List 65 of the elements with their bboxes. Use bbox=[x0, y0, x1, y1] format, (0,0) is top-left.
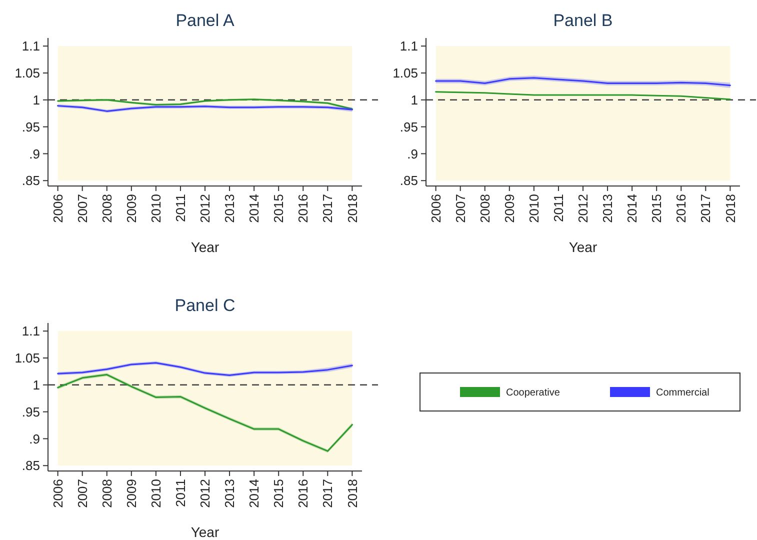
x-tick-label: 2007 bbox=[74, 479, 90, 508]
y-tick-label: .85 bbox=[22, 173, 40, 188]
x-tick-label: 2007 bbox=[452, 194, 468, 223]
y-tick-label: 1.1 bbox=[400, 38, 418, 54]
x-tick-label: 2014 bbox=[246, 194, 262, 223]
legend-label: Cooperative bbox=[506, 388, 560, 398]
x-tick-label: 2006 bbox=[428, 194, 444, 223]
y-tick-label: 1 bbox=[410, 92, 418, 108]
y-tick-label: .9 bbox=[29, 146, 40, 162]
x-tick-label: 2009 bbox=[124, 194, 139, 223]
x-tick-label: 2017 bbox=[698, 194, 714, 223]
x-tick-label: 2014 bbox=[246, 479, 262, 508]
x-tick-label: 2008 bbox=[477, 194, 492, 223]
y-tick-label: .85 bbox=[400, 173, 418, 188]
x-tick-label: 2010 bbox=[148, 479, 164, 508]
legend-label: Commercial bbox=[656, 388, 710, 398]
y-tick-label: .85 bbox=[22, 458, 40, 474]
x-tick-label: 2015 bbox=[649, 194, 664, 223]
x-axis-title: Year bbox=[190, 524, 220, 540]
x-tick-label: 2012 bbox=[576, 194, 591, 223]
y-tick-label: .95 bbox=[22, 119, 40, 134]
x-tick-label: 2010 bbox=[148, 194, 164, 223]
x-tick-label: 2016 bbox=[296, 194, 311, 223]
x-tick-label: 2018 bbox=[722, 194, 738, 223]
y-tick-label: 1 bbox=[32, 377, 40, 392]
x-tick-label: 2011 bbox=[551, 194, 566, 222]
x-tick-label: 2010 bbox=[526, 194, 542, 223]
x-tick-label: 2013 bbox=[222, 479, 238, 508]
chart-title: Panel B bbox=[553, 11, 613, 30]
y-tick-label: .95 bbox=[400, 119, 418, 134]
x-tick-label: 2013 bbox=[600, 194, 616, 223]
x-tick-label: 2018 bbox=[344, 194, 360, 223]
x-tick-label: 2016 bbox=[296, 479, 311, 508]
y-tick-label: 1.05 bbox=[14, 66, 40, 81]
x-tick-label: 2006 bbox=[50, 479, 66, 508]
y-tick-label: 1.05 bbox=[392, 66, 418, 81]
x-tick-label: 2009 bbox=[502, 194, 517, 223]
y-tick-label: 1.1 bbox=[22, 324, 40, 339]
x-tick-label: 2015 bbox=[271, 479, 286, 508]
x-axis-title: Year bbox=[568, 239, 598, 255]
x-axis-title: Year bbox=[190, 239, 220, 255]
x-tick-label: 2007 bbox=[74, 194, 90, 223]
x-tick-label: 2008 bbox=[99, 194, 114, 223]
y-tick-label: 1 bbox=[32, 92, 40, 108]
y-tick-label: .95 bbox=[22, 404, 40, 420]
y-tick-label: 1.05 bbox=[14, 350, 40, 366]
x-tick-label: 2009 bbox=[124, 479, 139, 508]
y-tick-label: 1.1 bbox=[22, 38, 40, 54]
x-tick-label: 2017 bbox=[320, 479, 336, 508]
x-tick-label: 2008 bbox=[99, 479, 114, 508]
x-tick-label: 2006 bbox=[50, 194, 66, 223]
chart-title: Panel A bbox=[176, 11, 235, 30]
chart-title: Panel C bbox=[174, 296, 236, 315]
x-tick-label: 2014 bbox=[624, 194, 640, 223]
x-tick-label: 2016 bbox=[674, 194, 689, 223]
x-tick-label: 2011 bbox=[173, 479, 188, 507]
x-tick-label: 2015 bbox=[271, 194, 286, 223]
x-tick-label: 2012 bbox=[198, 479, 213, 508]
x-tick-label: 2011 bbox=[173, 194, 188, 222]
x-tick-label: 2017 bbox=[320, 194, 336, 223]
x-tick-label: 2012 bbox=[198, 194, 213, 223]
y-tick-label: .9 bbox=[29, 431, 40, 446]
x-tick-label: 2018 bbox=[344, 479, 360, 508]
y-tick-label: .9 bbox=[407, 146, 418, 162]
x-tick-label: 2013 bbox=[222, 194, 238, 223]
